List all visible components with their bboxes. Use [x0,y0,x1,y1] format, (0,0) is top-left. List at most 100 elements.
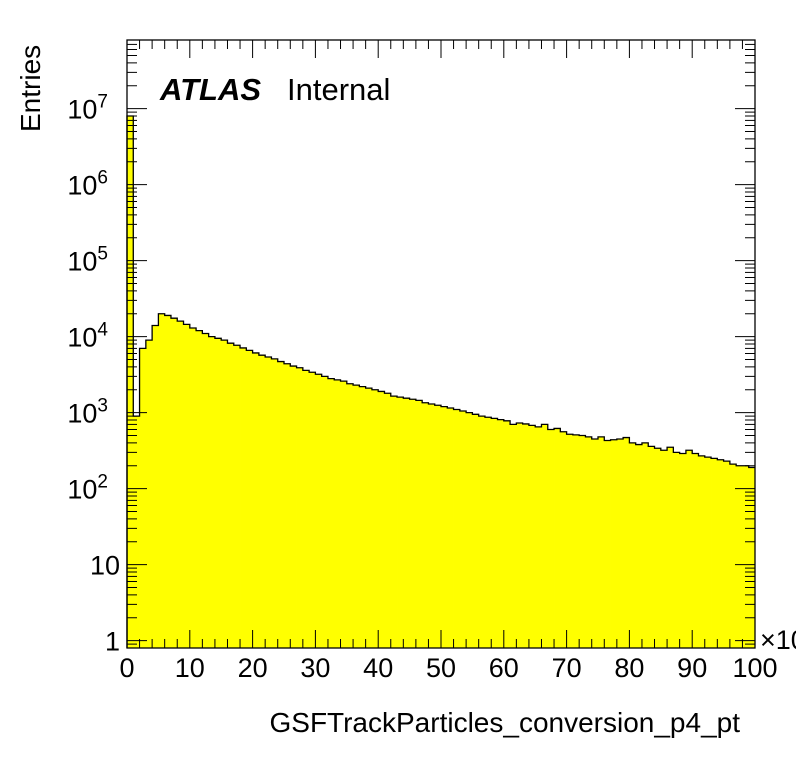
histogram-bin [208,336,216,648]
histogram-bin [698,455,706,648]
histogram-bin [127,116,134,648]
histogram-bin [378,391,385,648]
histogram-bin [491,418,498,648]
y-tick-label: 10 [90,551,120,581]
histogram-bin [290,366,297,648]
histogram-bin [679,453,687,648]
histogram-bin [717,459,724,648]
histogram-bin [510,424,517,648]
histogram-bin [240,347,247,648]
histogram-bin [359,386,367,648]
histogram-bin [365,388,373,648]
histogram-bin [309,372,316,648]
histogram-bin [409,399,417,648]
histogram-bin [472,414,480,648]
histogram-bin [685,450,693,648]
x-tick-label: 80 [614,653,644,683]
histogram-bin [522,423,530,648]
histogram-bin [428,403,436,648]
histogram-bin [164,315,172,648]
histogram-bin [183,324,191,648]
histogram-bin [598,436,605,648]
histogram-bin [673,452,681,648]
histogram-bin [177,321,184,648]
histogram-bin [252,352,260,648]
histogram-bin [660,450,668,648]
histogram-bin [748,467,756,648]
histogram-bin [667,447,674,648]
histogram-bin [635,444,643,648]
histogram-bin [265,356,272,648]
histogram-bin [315,374,323,648]
histogram-bin [403,398,410,648]
histogram-bin [334,379,341,648]
histogram-bars [127,116,756,648]
histogram-bin [302,370,310,648]
histogram-bin [340,381,348,648]
x-tick-label: 100 [732,653,777,683]
internal-label: Internal [287,72,390,107]
x-tick-label: 70 [552,653,582,683]
y-tick-label: 103 [67,396,108,429]
x-tick-label: 30 [300,653,330,683]
histogram-bin [371,389,379,648]
histogram-bin [258,355,266,648]
histogram-bin [623,437,630,648]
histogram-bin [321,376,329,648]
histogram-bin [554,428,561,648]
histogram-bin [591,438,599,648]
histogram-bin [535,426,542,648]
histogram-bin [390,396,398,648]
histogram-bin [497,419,505,648]
x-tick-label: 40 [363,653,393,683]
x-tick-label: 50 [426,653,456,683]
histogram-bin [284,363,291,648]
histogram-bin [384,393,392,648]
y-tick-label: 107 [67,92,108,125]
histogram-bin [441,406,448,648]
histogram-bin [560,431,567,648]
x-tick-label: 60 [489,653,519,683]
x-multiplier: ×10 [760,625,796,655]
histogram-bin [516,423,524,648]
histogram-bin [711,458,718,648]
y-tick-label: 102 [67,472,108,505]
histogram-bin [528,425,536,648]
histogram-bin [152,325,159,648]
histogram-bin [704,457,712,648]
histogram-bin [447,408,454,648]
histogram-bin [434,405,442,648]
histogram-bin [566,434,574,648]
histogram-bin [723,461,731,648]
histogram-bin [397,397,404,648]
x-axis-title: GSFTrackParticles_conversion_p4_pt [269,707,740,738]
histogram-bin [227,343,235,648]
histogram-bin [422,402,429,648]
histogram-bin [692,453,699,648]
histogram-bin [641,442,649,648]
histogram-bin [604,440,611,648]
histogram-bin [145,340,153,648]
y-tick-label: 105 [67,244,108,277]
histogram-bin [246,350,253,648]
histogram-bin [271,358,279,648]
histogram-bin [654,448,662,648]
histogram-bin [484,417,492,648]
histogram-bin [648,446,655,648]
histogram-bin [415,400,423,648]
histogram-bin [189,327,197,648]
axis-ticks [126,39,756,649]
histogram-bin [233,345,241,648]
histogram-bin [585,436,593,648]
histogram-bin [453,409,461,648]
histogram-bin [610,439,618,648]
histogram-bin [346,383,354,648]
y-tick-labels: 1 10 102 103 104 105 106 107 [67,92,120,657]
histogram-bin [466,412,473,648]
histogram-bin [277,361,285,648]
histogram-bin [572,434,580,648]
histogram-bin [214,338,222,648]
atlas-label: ATLAS [159,72,261,107]
histogram-bin [170,318,178,648]
